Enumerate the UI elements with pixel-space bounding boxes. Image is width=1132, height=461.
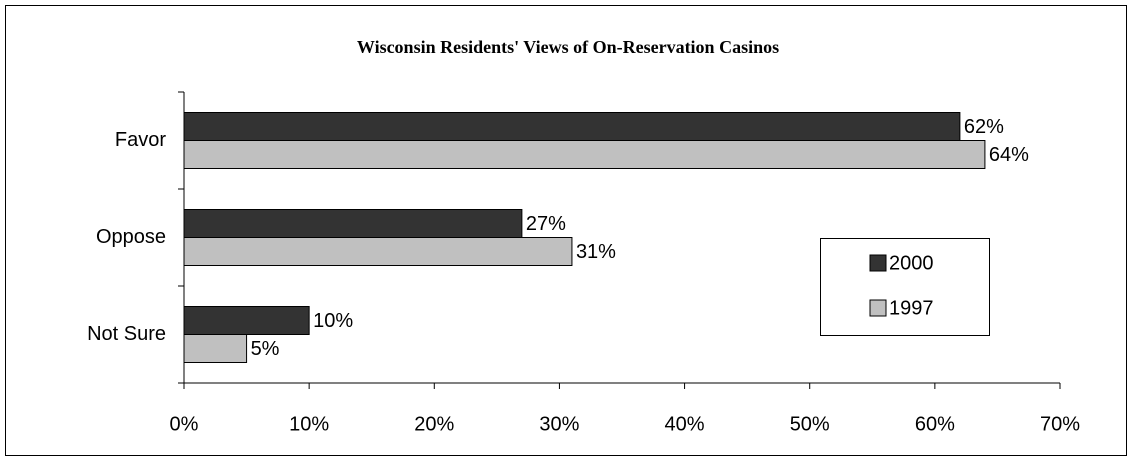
x-tick-label: 70% [1040, 413, 1080, 435]
chart-title: Wisconsin Residents' Views of On-Reserva… [357, 37, 779, 57]
x-tick-label: 40% [665, 413, 705, 435]
x-tick-label: 60% [915, 413, 955, 435]
legend-swatch [869, 299, 887, 317]
x-tick-label: 0% [170, 413, 199, 435]
bar [183, 306, 310, 335]
bar [183, 112, 961, 141]
y-tick-label: Not Sure [87, 323, 166, 345]
chart-border [5, 5, 1127, 456]
legend-swatch [869, 254, 887, 272]
x-tick-label: 50% [790, 413, 830, 435]
legend-box [820, 238, 990, 336]
legend-label: 1997 [889, 297, 934, 319]
y-tick-label: Favor [115, 129, 166, 151]
legend-label: 2000 [889, 252, 934, 274]
bar [183, 140, 986, 169]
bar [183, 209, 523, 238]
y-tick-label: Oppose [96, 226, 166, 248]
x-tick-label: 20% [414, 413, 454, 435]
value-label: 5% [251, 338, 280, 360]
value-label: 31% [576, 241, 616, 263]
value-label: 27% [526, 213, 566, 235]
bar [183, 237, 573, 266]
value-label: 62% [964, 116, 1004, 138]
bar [183, 334, 248, 363]
value-label: 64% [989, 144, 1029, 166]
value-label: 10% [313, 310, 353, 332]
x-tick-label: 30% [539, 413, 579, 435]
x-tick-label: 10% [289, 413, 329, 435]
